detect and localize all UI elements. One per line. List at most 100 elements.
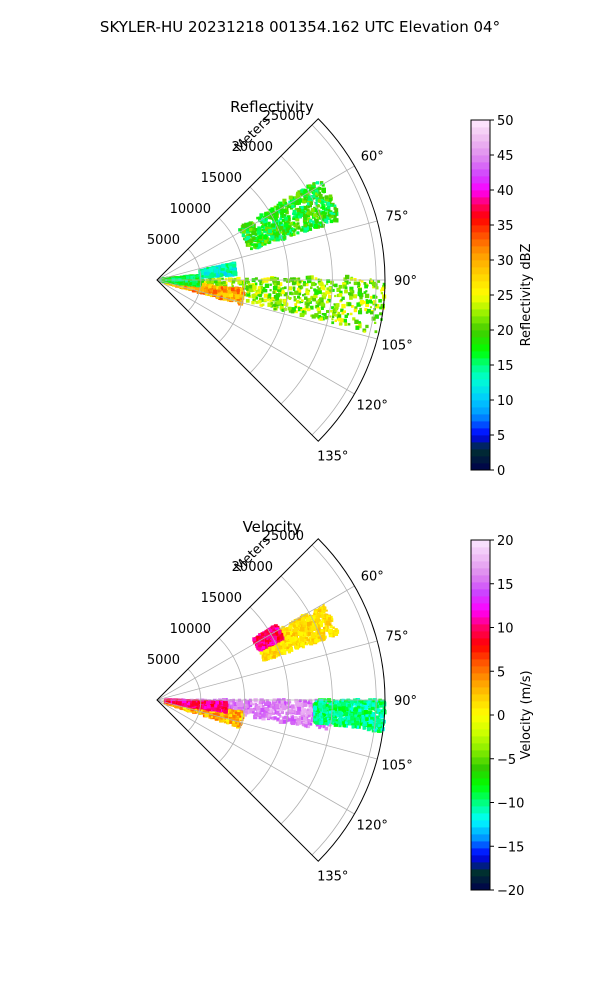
echo-gate <box>364 307 368 312</box>
echo-gate <box>248 222 253 226</box>
echo-gate <box>218 265 222 269</box>
echo-gate <box>274 225 279 231</box>
echo-gate <box>265 640 270 645</box>
echo-gate <box>256 645 261 651</box>
echo-gate <box>327 288 332 293</box>
echo-gate <box>257 230 262 235</box>
echo-gate <box>189 287 192 290</box>
echo-gate <box>343 318 347 323</box>
echo-gate <box>320 214 325 219</box>
echo-gate <box>329 624 333 629</box>
colorbar-swatch <box>471 386 490 394</box>
echo-gate <box>268 647 271 650</box>
echo-gate <box>211 286 214 289</box>
echo-gate <box>343 310 346 314</box>
echo-gate <box>343 277 348 282</box>
echo-gate <box>227 289 232 294</box>
echo-gate <box>327 617 332 621</box>
echo-gate <box>302 633 305 636</box>
echo-gate <box>307 307 311 312</box>
azimuth-tick-label: 60° <box>361 150 384 165</box>
echo-gate <box>206 290 209 294</box>
echo-gate <box>317 638 321 642</box>
echo-gate <box>246 288 249 291</box>
echo-gate <box>257 226 262 231</box>
echo-gate <box>286 219 290 223</box>
echo-gate <box>256 635 260 639</box>
echo-gate <box>259 651 264 655</box>
echo-gate <box>303 221 308 227</box>
azimuth-radial <box>156 279 355 395</box>
echo-gate <box>185 275 190 279</box>
echo-gate <box>263 226 267 229</box>
echo-gate <box>352 317 356 321</box>
echo-gate <box>363 330 366 333</box>
echo-gate <box>359 296 363 300</box>
echo-gate <box>302 192 306 197</box>
echo-gate <box>272 654 276 659</box>
echo-gate <box>320 629 324 633</box>
echo-gate <box>307 627 311 630</box>
echo-gate <box>296 643 299 646</box>
echo-gate <box>365 324 369 329</box>
echo-gate <box>229 293 234 298</box>
echo-gate <box>273 205 276 208</box>
echo-field <box>163 604 387 733</box>
echo-gate <box>303 628 308 633</box>
echo-gate <box>325 212 328 215</box>
echo-gate <box>325 300 329 304</box>
echo-gate <box>280 231 283 234</box>
echo-gate <box>171 277 176 282</box>
echo-gate <box>332 629 336 633</box>
echo-gate <box>206 283 210 288</box>
echo-gate <box>365 303 370 307</box>
echo-gate <box>287 215 291 219</box>
colorbar-swatch <box>471 197 490 205</box>
echo-gate <box>276 234 280 238</box>
echo-gate <box>310 184 315 189</box>
echo-gate <box>259 285 263 290</box>
colorbar-swatch <box>471 463 490 471</box>
echo-gate <box>322 214 327 219</box>
echo-gate <box>303 224 307 228</box>
echo-gate <box>361 280 364 283</box>
echo-gate <box>372 300 377 304</box>
echo-gate <box>319 187 323 191</box>
echo-gate <box>315 198 320 202</box>
echo-gate <box>225 268 230 273</box>
echo-gate <box>270 629 275 634</box>
echo-gate <box>316 300 319 303</box>
echo-gate <box>266 277 271 282</box>
echo-gate <box>215 272 219 276</box>
echo-gate <box>267 302 272 307</box>
echo-gate <box>344 280 349 285</box>
echo-gate <box>262 303 265 306</box>
echo-gate <box>264 219 268 223</box>
echo-gate <box>231 279 236 284</box>
echo-gate <box>281 208 286 214</box>
echo-gate <box>278 632 284 638</box>
echo-gate <box>268 293 272 297</box>
echo-gate <box>358 324 362 329</box>
echo-gate <box>334 629 340 634</box>
echo-gate <box>208 267 214 272</box>
colorbar-swatch <box>471 400 490 408</box>
echo-gate <box>258 640 263 644</box>
echo-gate <box>222 286 226 290</box>
echo-gate <box>194 279 200 284</box>
echo-gate <box>323 217 329 222</box>
echo-gate <box>309 615 313 619</box>
echo-gate <box>317 608 322 613</box>
echo-gate <box>331 306 335 310</box>
echo-gate <box>298 280 302 284</box>
echo-gate <box>257 286 261 290</box>
echo-gate <box>270 216 273 219</box>
echo-gate <box>315 636 319 640</box>
echo-gate <box>321 294 327 300</box>
echo-gate <box>297 212 301 216</box>
echo-gate <box>246 235 251 240</box>
echo-gate <box>245 229 250 234</box>
echo-gate <box>295 299 300 304</box>
echo-gate <box>292 209 297 214</box>
echo-gate <box>256 216 259 220</box>
